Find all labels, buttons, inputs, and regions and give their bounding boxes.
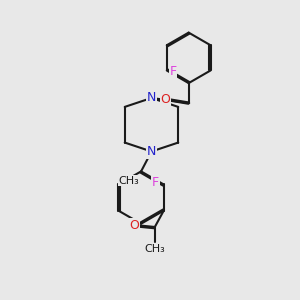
- Text: CH₃: CH₃: [144, 244, 165, 254]
- Text: N: N: [147, 92, 156, 104]
- Text: CH₃: CH₃: [118, 176, 139, 186]
- Text: O: O: [160, 93, 170, 106]
- Text: F: F: [152, 176, 159, 190]
- Text: N: N: [147, 145, 156, 158]
- Text: O: O: [130, 219, 140, 232]
- Text: F: F: [170, 65, 177, 79]
